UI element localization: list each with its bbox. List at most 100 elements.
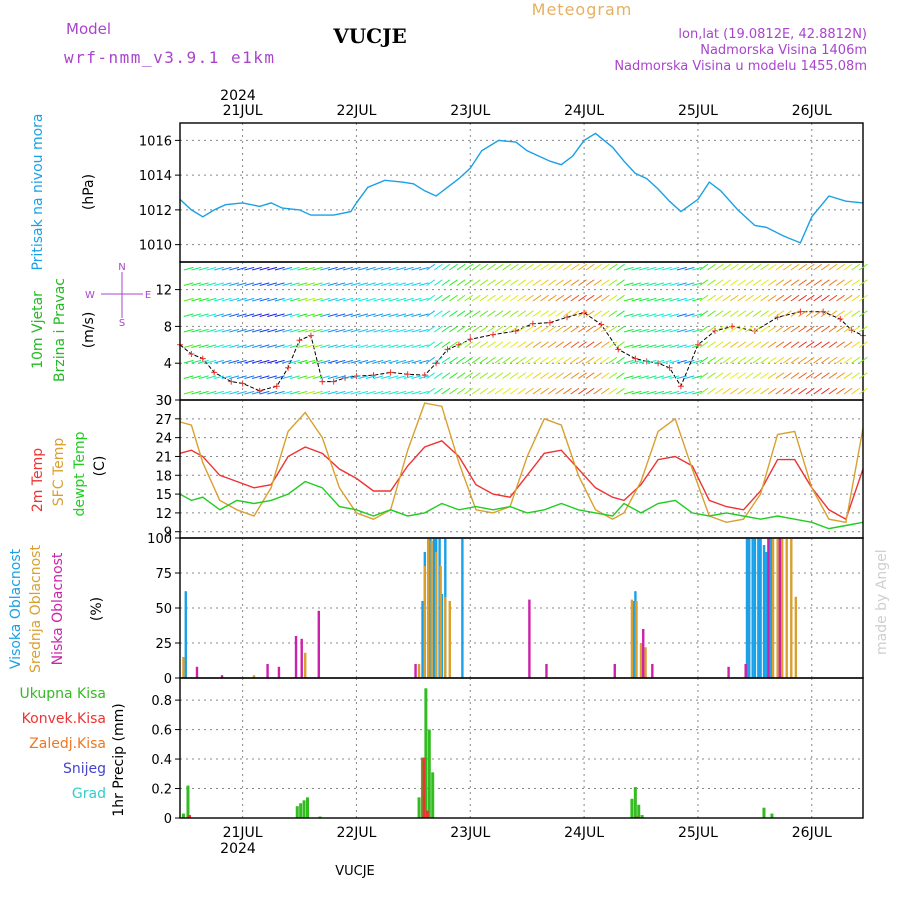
wind-arrow xyxy=(471,325,481,333)
wind-arrow xyxy=(661,390,672,395)
wind-arrow xyxy=(843,294,853,302)
y-tick-label: 50 xyxy=(155,602,172,617)
wind-arrow xyxy=(600,325,610,333)
wind-arrow xyxy=(532,294,542,302)
bar-srednja-oblacnost xyxy=(780,538,784,678)
wind-arrow xyxy=(449,341,458,348)
wind-arrow xyxy=(820,310,830,317)
bar-srednja-oblacnost xyxy=(426,538,430,678)
wind-arrow xyxy=(411,375,422,379)
series-line-2m-temp xyxy=(179,439,864,521)
wind-arrow xyxy=(312,328,323,333)
wind-arrow xyxy=(282,297,293,302)
wind-arrow xyxy=(623,359,634,364)
wind-arrow xyxy=(236,390,247,395)
wind-arrow xyxy=(638,359,649,364)
wind-arrow xyxy=(426,387,436,395)
wind-arrow xyxy=(585,325,595,333)
wind-arrow xyxy=(646,266,657,271)
wind-arrow xyxy=(525,325,534,333)
wind-speed-point xyxy=(199,355,206,362)
wind-arrow xyxy=(714,263,724,271)
wind-arrow xyxy=(191,390,202,395)
wind-speed-point xyxy=(546,319,553,326)
bar-niska-oblacnost xyxy=(727,666,730,678)
wind-arrow xyxy=(320,390,331,395)
wind-arrow xyxy=(449,325,458,333)
wind-arrow xyxy=(509,325,519,333)
wind-arrow xyxy=(244,344,255,348)
wind-arrow xyxy=(198,266,209,271)
wind-arrow xyxy=(494,387,504,395)
wind-arrow xyxy=(373,359,384,364)
wind-arrow xyxy=(585,372,595,379)
wind-arrow xyxy=(752,325,762,333)
wind-arrow xyxy=(320,313,331,317)
wind-arrow xyxy=(471,263,481,271)
wind-arrow xyxy=(327,297,338,302)
wind-arrow xyxy=(418,313,429,317)
wind-arrow xyxy=(221,328,232,333)
bar-niska-oblacnost xyxy=(317,610,320,678)
wind-arrow xyxy=(259,266,270,271)
credit-text: made by Angel xyxy=(874,549,890,655)
wind-arrow xyxy=(661,375,672,379)
wind-arrow xyxy=(783,263,792,271)
wind-arrow xyxy=(411,297,422,302)
wind-arrow xyxy=(813,294,823,302)
wind-arrow xyxy=(654,344,665,348)
wind-arrow xyxy=(183,313,194,317)
wind-arrow xyxy=(654,390,665,395)
wind-arrow xyxy=(600,294,610,302)
wind-arrow xyxy=(585,310,595,317)
bar-ukupna-kisa xyxy=(299,803,303,818)
wind-arrow xyxy=(502,387,512,395)
wind-arrow xyxy=(380,266,391,271)
wind-arrow xyxy=(525,279,534,286)
wind-arrow xyxy=(547,279,557,286)
wind-arrow xyxy=(251,297,262,302)
wind-arrow xyxy=(661,328,672,333)
wind-arrow xyxy=(517,356,527,364)
y-tick-label: 21 xyxy=(155,450,172,465)
wind-arrow xyxy=(623,344,634,348)
series-line-pritisak-na-nivou-mora xyxy=(179,132,864,244)
compass-w: W xyxy=(85,290,95,301)
wind-arrow xyxy=(623,390,634,395)
wind-arrow xyxy=(297,297,308,302)
wind-arrow xyxy=(638,266,649,271)
wind-arrow xyxy=(198,390,209,395)
wind-arrow xyxy=(335,328,346,333)
wind-arrow xyxy=(411,266,422,271)
wind-speed-point xyxy=(490,331,497,338)
wind-arrow xyxy=(449,356,458,364)
wind-arrow xyxy=(229,344,240,348)
elevation-text: Nadmorska Visina 1406m xyxy=(700,43,867,58)
wind-arrow xyxy=(722,325,732,333)
wind-arrow xyxy=(305,313,316,317)
wind-arrow xyxy=(570,325,580,333)
wind-speed-point xyxy=(273,383,280,390)
wind-arrow xyxy=(737,341,747,348)
wind-arrow xyxy=(479,356,489,364)
day-label-bottom: 22JUL xyxy=(336,825,376,841)
wind-arrow xyxy=(851,387,861,395)
wind-arrow xyxy=(487,294,496,302)
wind-arrow xyxy=(312,390,323,395)
wind-arrow xyxy=(358,282,369,286)
wind-arrow xyxy=(229,282,240,286)
wind-arrow xyxy=(471,294,481,302)
wind-arrow xyxy=(775,263,785,271)
wind-arrow xyxy=(684,359,695,364)
wind-arrow xyxy=(654,297,665,302)
wind-arrow xyxy=(411,390,422,395)
wind-arrow xyxy=(320,328,331,333)
wind-arrow xyxy=(236,313,247,317)
bar-srednja-oblacnost xyxy=(448,601,451,678)
wind-arrow xyxy=(274,266,285,271)
wind-arrow xyxy=(699,263,709,271)
wind-arrow xyxy=(343,297,353,302)
wind-arrow xyxy=(578,263,587,271)
wind-arrow xyxy=(206,344,217,348)
wind-arrow xyxy=(555,372,565,379)
